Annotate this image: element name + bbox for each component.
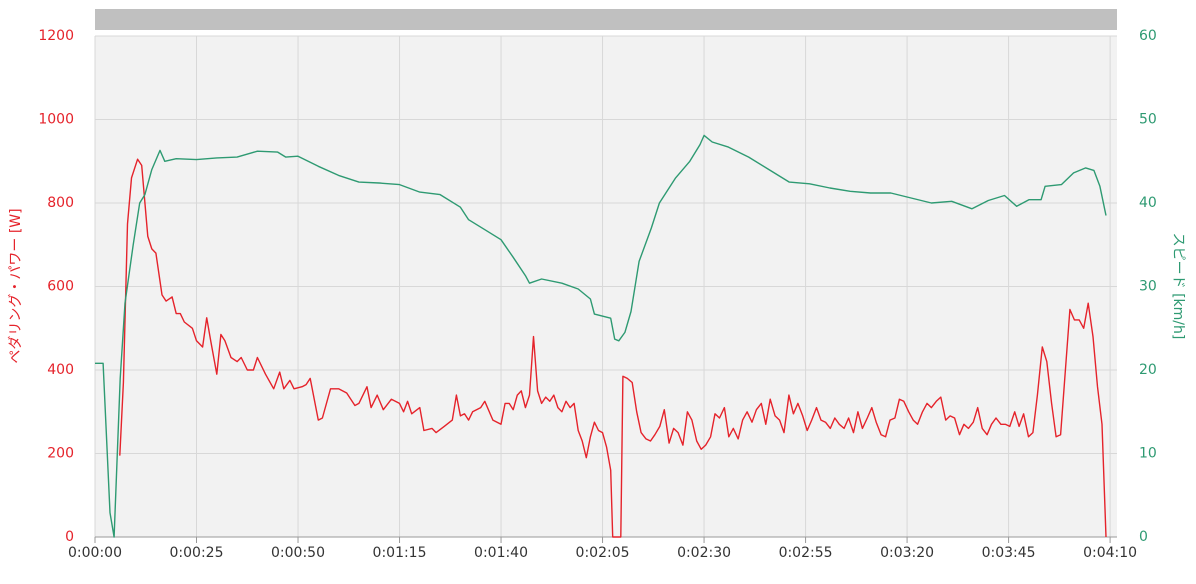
y-tick-label: 400 bbox=[47, 362, 74, 378]
y2-tick-label: 30 bbox=[1139, 279, 1157, 295]
x-tick-label: 0:00:25 bbox=[170, 545, 224, 561]
data-line bbox=[119, 158, 1107, 538]
y-tick-label: 1200 bbox=[38, 28, 74, 44]
x-tick-label: 0:02:05 bbox=[576, 545, 630, 561]
y-tick-label: 200 bbox=[47, 446, 74, 462]
x-tick-label: 0:00:50 bbox=[271, 545, 325, 561]
y-tick-label: 600 bbox=[47, 279, 74, 295]
y2-tick-label: 20 bbox=[1139, 362, 1157, 378]
y-tick-label: 1000 bbox=[38, 112, 74, 128]
y2-tick-label: 10 bbox=[1139, 446, 1157, 462]
y-tick-label: 0 bbox=[65, 529, 74, 545]
y2-axis-label: スピード [km/h] bbox=[1170, 233, 1186, 340]
y2-tick-label: 40 bbox=[1139, 195, 1157, 211]
x-tick-label: 0:03:20 bbox=[880, 545, 934, 561]
y-tick-label: 800 bbox=[47, 195, 74, 211]
x-tick-label: 0:03:45 bbox=[982, 545, 1036, 561]
x-tick-label: 0:02:55 bbox=[779, 545, 833, 561]
y2-tick-label: 60 bbox=[1139, 28, 1157, 44]
x-tick-label: 0:01:40 bbox=[474, 545, 528, 561]
y2-tick-label: 50 bbox=[1139, 112, 1157, 128]
x-tick-label: 0:01:15 bbox=[373, 545, 427, 561]
data-line bbox=[95, 134, 1107, 538]
y2-tick-label: 0 bbox=[1139, 529, 1148, 545]
x-tick-label: 0:02:30 bbox=[677, 545, 731, 561]
y-axis-label: ペダリング・パワー [W] bbox=[8, 208, 24, 363]
navigator-bar bbox=[95, 9, 1117, 30]
x-tick-label: 0:04:10 bbox=[1083, 545, 1137, 561]
x-tick-label: 0:00:00 bbox=[68, 545, 122, 561]
